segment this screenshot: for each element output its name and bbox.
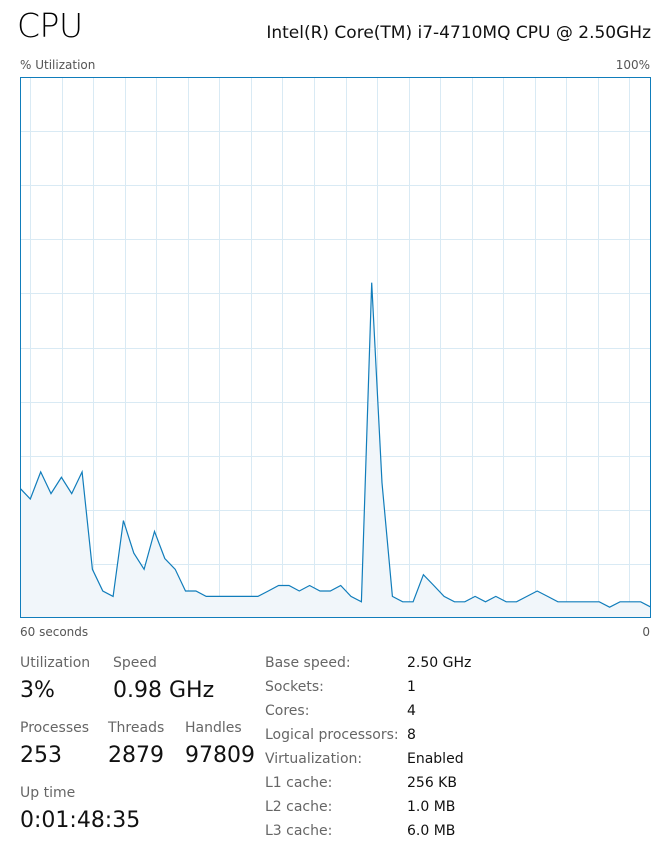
processes-value: 253 xyxy=(20,743,62,768)
detail-label-l2-cache: L2 cache: xyxy=(265,799,333,815)
threads-value: 2879 xyxy=(108,743,164,768)
detail-value-base-speed: 2.50 GHz xyxy=(407,655,472,671)
graph-grid xyxy=(20,77,651,618)
utilization-value: 3% xyxy=(20,678,55,703)
detail-value-virtualization: Enabled xyxy=(407,751,464,767)
detail-label-l1-cache: L1 cache: xyxy=(265,775,333,791)
uptime-label: Up time xyxy=(20,785,76,801)
utilization-label: Utilization xyxy=(20,655,91,671)
handles-value: 97809 xyxy=(185,743,255,768)
detail-value-l2-cache: 1.0 MB xyxy=(407,799,456,815)
speed-label: Speed xyxy=(113,655,157,671)
detail-label-virtualization: Virtualization: xyxy=(265,751,363,767)
cpu-model-name: Intel(R) Core(TM) i7-4710MQ CPU @ 2.50GH… xyxy=(266,23,651,43)
detail-label-cores: Cores: xyxy=(265,703,310,719)
detail-label-logical-processors: Logical processors: xyxy=(265,727,399,743)
utilization-line xyxy=(20,282,651,608)
uptime-value: 0:01:48:35 xyxy=(20,808,141,833)
handles-label: Handles xyxy=(185,720,242,736)
cpu-utilization-graph xyxy=(20,77,651,618)
y-axis-max-label: 100% xyxy=(615,58,650,72)
detail-label-l3-cache: L3 cache: xyxy=(265,823,333,839)
x-axis-end-label: 0 xyxy=(642,625,650,639)
y-axis-label: % Utilization xyxy=(20,58,96,72)
detail-value-sockets: 1 xyxy=(407,679,416,695)
speed-value: 0.98 GHz xyxy=(113,678,215,703)
detail-value-l1-cache: 256 KB xyxy=(407,775,457,791)
graph-border xyxy=(20,77,651,618)
threads-label: Threads xyxy=(108,720,165,736)
detail-value-l3-cache: 6.0 MB xyxy=(407,823,456,839)
detail-label-base-speed: Base speed: xyxy=(265,655,351,671)
processes-label: Processes xyxy=(20,720,90,736)
page-title: CPU xyxy=(17,6,83,45)
utilization-area xyxy=(20,282,651,618)
detail-label-sockets: Sockets: xyxy=(265,679,324,695)
x-axis-start-label: 60 seconds xyxy=(20,625,89,639)
detail-value-cores: 4 xyxy=(407,703,416,719)
detail-value-logical-processors: 8 xyxy=(407,727,416,743)
